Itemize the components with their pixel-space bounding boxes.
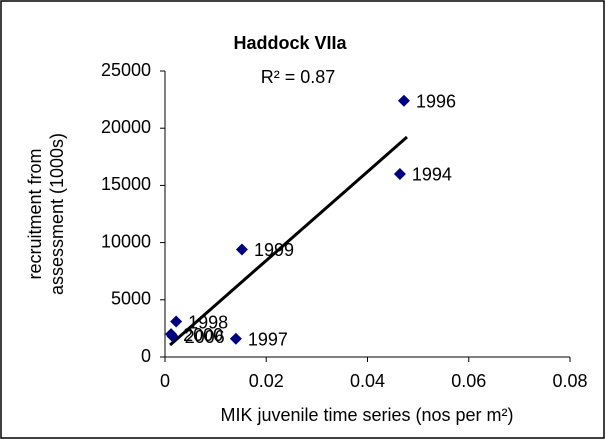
point-label: 2000 bbox=[183, 325, 223, 345]
trendline bbox=[169, 135, 408, 347]
point bbox=[235, 243, 248, 256]
r-squared: R² = 0.87 bbox=[261, 67, 336, 87]
point bbox=[229, 332, 242, 345]
x-tick-label: 0 bbox=[160, 371, 170, 391]
y-tick-label: 5000 bbox=[111, 289, 151, 309]
x-tick-label: 0.02 bbox=[249, 371, 284, 391]
point bbox=[393, 167, 406, 180]
x-tick-label: 0.06 bbox=[451, 371, 486, 391]
point-label: 1994 bbox=[412, 165, 452, 185]
x-axis-label: MIK juvenile time series (nos per m²) bbox=[220, 405, 513, 425]
point bbox=[166, 330, 179, 343]
y-tick-label: 0 bbox=[141, 346, 151, 366]
x-tick-label: 0.08 bbox=[552, 371, 587, 391]
point-label: 1999 bbox=[254, 240, 294, 260]
point-label: 1998 bbox=[188, 312, 228, 332]
y-tick-label: 20000 bbox=[101, 117, 151, 137]
point-label: 1996 bbox=[416, 91, 456, 111]
y-tick-label: 25000 bbox=[101, 60, 151, 80]
point bbox=[170, 315, 183, 328]
point-label: 2006 bbox=[185, 327, 225, 347]
point-label: 1997 bbox=[248, 329, 288, 349]
chart-title: Haddock VIIa bbox=[233, 33, 347, 53]
y-axis-label: assessment (1000s) bbox=[47, 133, 67, 295]
y-axis-label: recruitment from bbox=[25, 148, 45, 279]
point bbox=[397, 94, 410, 107]
x-tick-label: 0.04 bbox=[350, 371, 385, 391]
y-tick-label: 10000 bbox=[101, 231, 151, 251]
y-tick-label: 15000 bbox=[101, 174, 151, 194]
